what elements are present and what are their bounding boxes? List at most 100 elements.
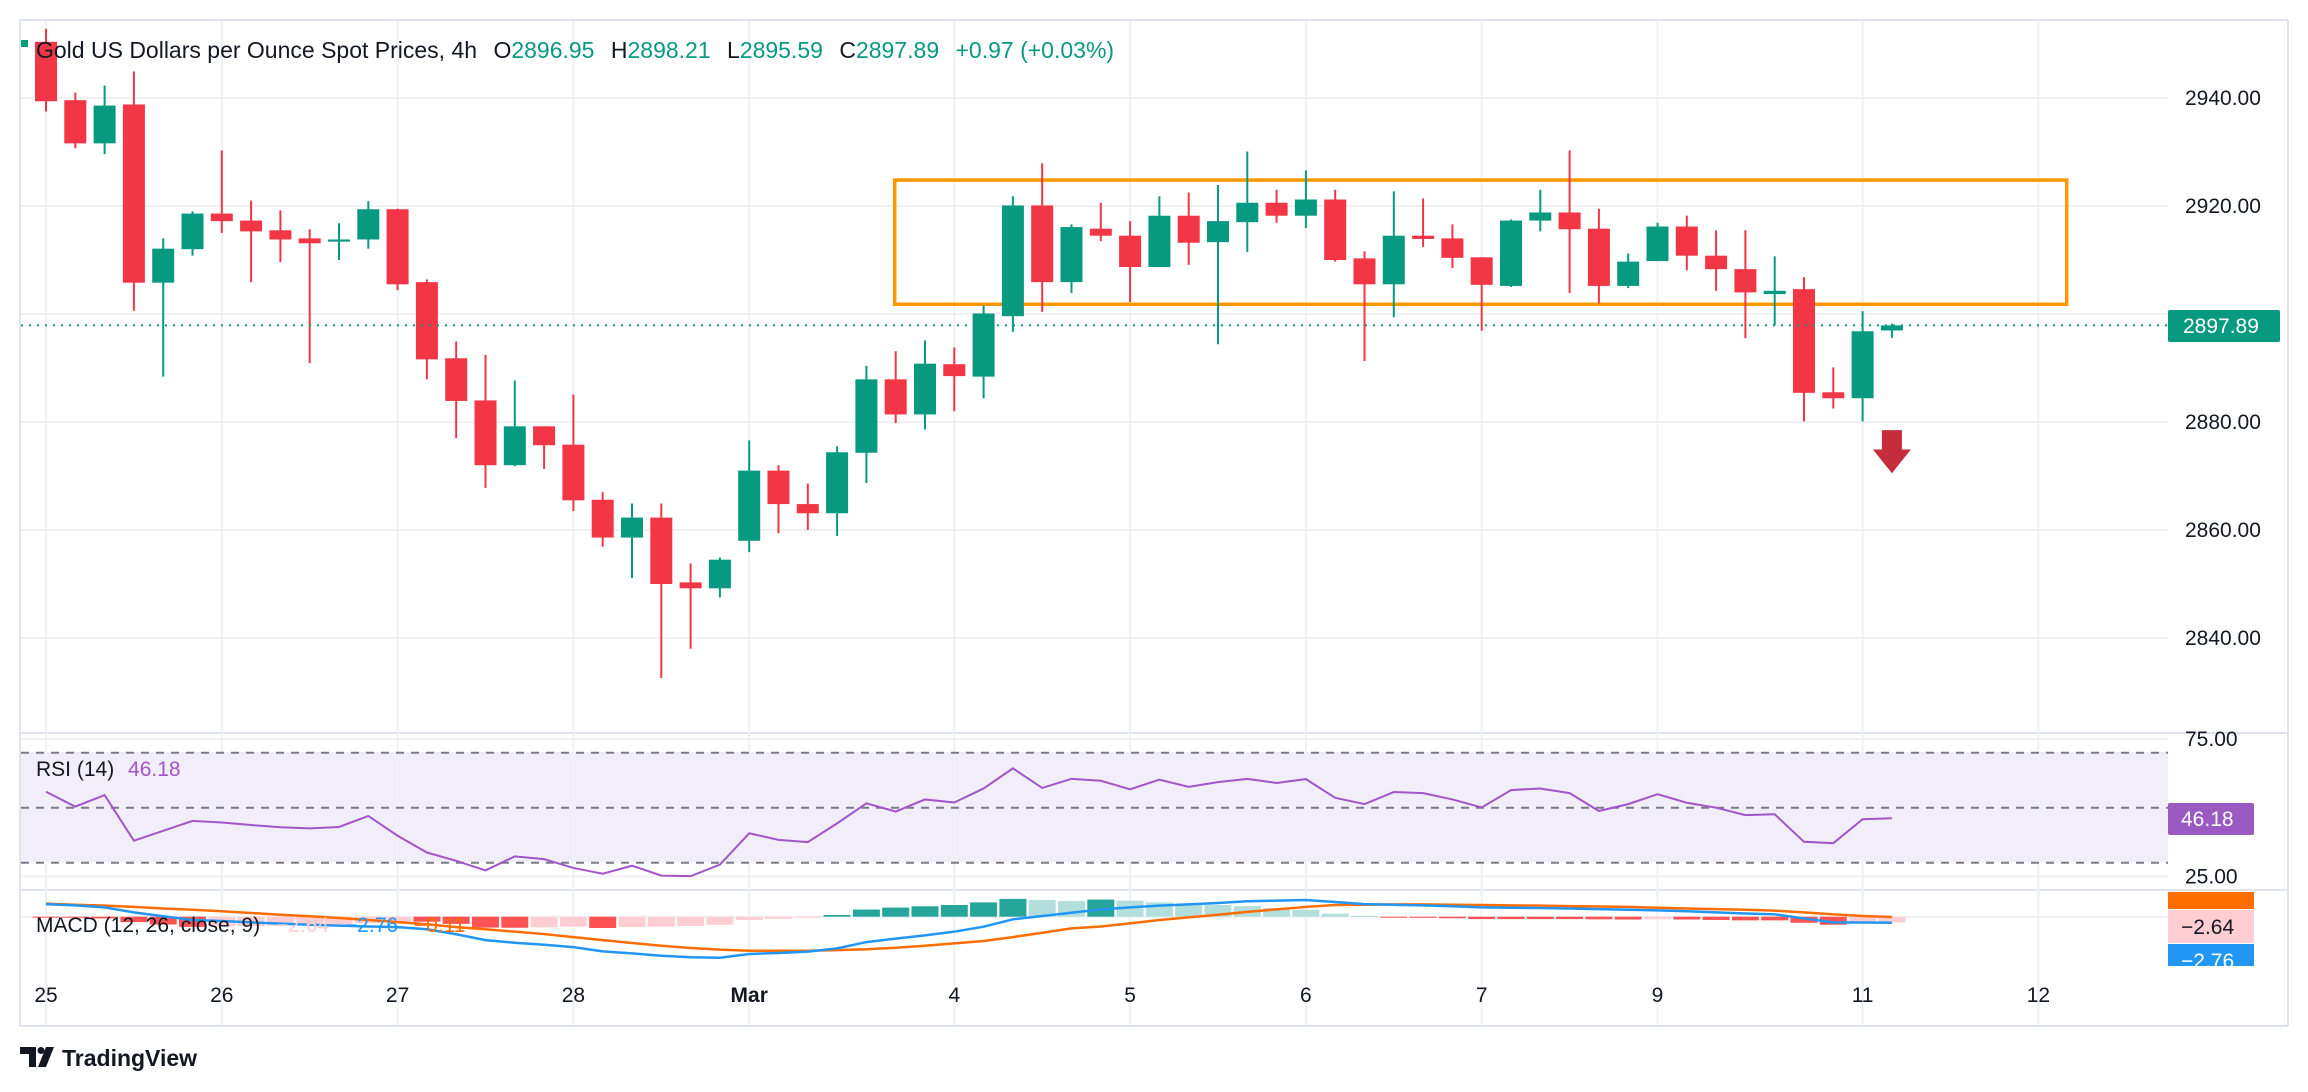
candle-down[interactable] — [767, 465, 790, 534]
candle-down[interactable] — [1558, 150, 1581, 293]
candle-body — [415, 282, 438, 360]
candle-down[interactable] — [1412, 198, 1435, 248]
candle-down[interactable] — [298, 229, 321, 364]
candle-down[interactable] — [1177, 192, 1200, 265]
candle-up[interactable] — [1294, 170, 1317, 229]
macd-histogram-bar — [999, 898, 1027, 917]
candle-down[interactable] — [533, 426, 556, 469]
tradingview-logo[interactable]: TradingView — [20, 1045, 197, 1071]
macd-histogram-bar — [765, 916, 792, 919]
candle-up[interactable] — [738, 440, 761, 553]
candle-down[interactable] — [650, 503, 673, 678]
candle-body — [1294, 199, 1317, 216]
date-tick-label: 6 — [1300, 984, 1312, 1007]
candle-up[interactable] — [181, 211, 204, 256]
candle-down[interactable] — [210, 150, 233, 233]
candle-down[interactable] — [1441, 224, 1464, 269]
candle-body — [1500, 220, 1522, 286]
candle-down[interactable] — [1587, 208, 1610, 304]
candle-up[interactable] — [357, 201, 380, 249]
candle-down[interactable] — [796, 483, 819, 530]
candle-up[interactable] — [503, 380, 526, 467]
candle-up[interactable] — [1763, 256, 1786, 326]
candle-up[interactable] — [1001, 196, 1024, 332]
price-tick-label: 2880.00 — [2185, 411, 2261, 434]
candle-down[interactable] — [1822, 367, 1845, 409]
candle-down[interactable] — [884, 351, 907, 424]
macd-legend[interactable]: MACD (12, 26, close, 9) −2.64 −2.76 −0.1… — [36, 914, 465, 937]
candle-up[interactable] — [826, 446, 849, 536]
candle-body — [93, 105, 116, 144]
candle-up[interactable] — [1529, 189, 1552, 232]
candle-up[interactable] — [914, 340, 936, 430]
macd-histogram-bar — [852, 909, 880, 917]
macd-histogram-bar — [1028, 899, 1056, 917]
candle-up[interactable] — [972, 305, 995, 399]
candle-down[interactable] — [415, 279, 438, 380]
macd-histogram-bar — [1878, 916, 1906, 923]
candle-up[interactable] — [1880, 323, 1903, 338]
macd-histogram-bar — [1849, 916, 1877, 924]
candle-up[interactable] — [1617, 253, 1640, 289]
candle-up[interactable] — [1382, 191, 1405, 318]
candle-body — [1558, 212, 1581, 230]
candle-up[interactable] — [1207, 184, 1229, 345]
macd-histogram-bar — [1614, 916, 1642, 920]
candle-down[interactable] — [1353, 251, 1376, 361]
candle-down[interactable] — [386, 208, 409, 291]
candle-up[interactable] — [621, 503, 643, 579]
candle-down[interactable] — [1031, 163, 1054, 312]
candle-down[interactable] — [1470, 257, 1493, 331]
candle-down[interactable] — [1265, 189, 1288, 223]
candle-down[interactable] — [1089, 202, 1112, 242]
candle-body — [1617, 261, 1640, 286]
candle-down[interactable] — [35, 28, 57, 112]
candle-up[interactable] — [1851, 311, 1874, 422]
candle-body — [1587, 228, 1610, 286]
candle-up[interactable] — [1060, 224, 1083, 293]
date-tick-label: 4 — [948, 984, 960, 1007]
candle-down[interactable] — [562, 394, 585, 512]
candle-body — [1705, 255, 1728, 270]
candle-up[interactable] — [855, 365, 878, 484]
candle-up[interactable] — [1236, 151, 1259, 252]
macd-histogram-bar — [1204, 904, 1232, 917]
candle-down[interactable] — [240, 200, 263, 283]
candle-down[interactable] — [1324, 189, 1347, 262]
date-axis[interactable]: 25 26 27 28 Mar 4 5 6 7 9 11 12 — [34, 984, 2050, 1007]
symbol-legend[interactable]: Gold US Dollars per Ounce Spot Prices, 4… — [36, 37, 1114, 63]
down-arrow-icon[interactable] — [1872, 430, 1911, 474]
macd-histogram-bar — [1526, 916, 1554, 920]
candle-body — [474, 400, 497, 466]
candle-up[interactable] — [1500, 219, 1522, 288]
candle-down[interactable] — [1675, 215, 1698, 271]
date-tick-label: 27 — [386, 984, 409, 1007]
candle-down[interactable] — [64, 92, 87, 149]
candle-down[interactable] — [943, 347, 966, 412]
candle-up[interactable] — [1148, 196, 1171, 268]
candle-down[interactable] — [591, 492, 614, 547]
macd-histogram-bar — [1321, 913, 1349, 917]
candle-up[interactable] — [152, 238, 175, 377]
tradingview-logo-text: TradingView — [62, 1045, 197, 1071]
candle-body — [1353, 258, 1376, 285]
candle-up[interactable] — [1646, 222, 1669, 262]
candle-body — [181, 213, 204, 250]
candle-up[interactable] — [708, 557, 731, 598]
candle-down[interactable] — [122, 71, 145, 311]
down-arrow-annotation[interactable] — [1872, 430, 1911, 474]
candle-down[interactable] — [1705, 230, 1728, 291]
candle-down[interactable] — [1119, 221, 1142, 303]
date-tick-label: 7 — [1476, 984, 1488, 1007]
candle-up[interactable] — [328, 223, 350, 260]
candle-down[interactable] — [1734, 230, 1757, 339]
candle-up[interactable] — [93, 85, 116, 155]
candle-down[interactable] — [1793, 277, 1815, 422]
candle-down[interactable] — [445, 341, 468, 439]
candle-down[interactable] — [474, 355, 497, 488]
candle-down[interactable] — [269, 210, 292, 263]
rsi-legend[interactable]: RSI (14) 46.18 — [36, 758, 181, 781]
price-axis[interactable]: 2940.00 2920.00 2880.00 2860.00 2840.00 75.00… — [2185, 87, 2261, 888]
candle-down[interactable] — [679, 563, 702, 649]
